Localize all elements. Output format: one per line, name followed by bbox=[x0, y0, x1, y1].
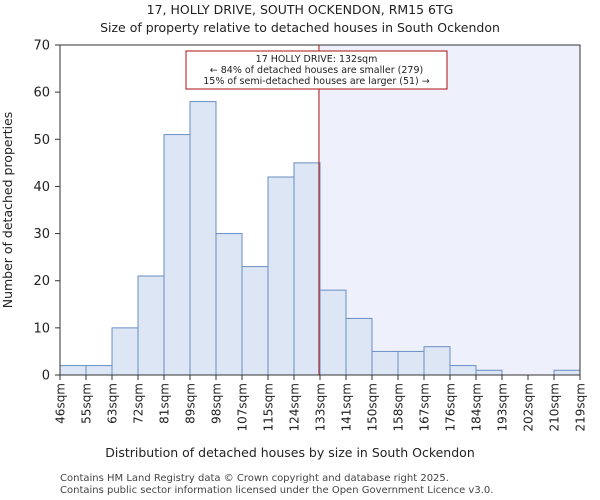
y-axis-label: Number of detached properties bbox=[0, 112, 15, 309]
x-tick-label: 46sqm bbox=[54, 383, 68, 424]
histogram-bar bbox=[345, 317, 373, 376]
histogram-bar bbox=[85, 365, 113, 376]
x-tick-label: 98sqm bbox=[210, 383, 224, 424]
x-tick-label: 133sqm bbox=[314, 383, 328, 431]
histogram-bar bbox=[267, 176, 295, 376]
histogram-bar bbox=[241, 266, 269, 376]
histogram-bar bbox=[163, 134, 191, 376]
histogram-bar bbox=[553, 369, 581, 376]
footer-copyright: Contains HM Land Registry data © Crown c… bbox=[60, 473, 449, 484]
y-tick-label: 50 bbox=[33, 133, 50, 148]
histogram-bar bbox=[189, 101, 217, 376]
histogram-bar bbox=[59, 365, 87, 376]
y-tick-label: 40 bbox=[33, 180, 50, 195]
histogram-chart: 0 10 20 30 40 50 60 70 46sqm 55sqm 63sqm 72sqm 81sqm… bbox=[0, 39, 588, 461]
x-tick-label: 55sqm bbox=[80, 383, 94, 424]
y-tick-label: 10 bbox=[33, 321, 50, 336]
histogram-bar bbox=[449, 365, 477, 376]
chart-title: 17, HOLLY DRIVE, SOUTH OCKENDON, RM15 6T… bbox=[146, 2, 454, 17]
footer-licence: Contains public sector information licen… bbox=[60, 485, 494, 496]
annotation-line-1: 17 HOLLY DRIVE: 132sqm bbox=[256, 54, 378, 65]
x-tick-label: 210sqm bbox=[548, 383, 562, 431]
x-tick-label: 72sqm bbox=[132, 383, 146, 424]
annotation-line-2: ← 84% of detached houses are smaller (27… bbox=[210, 65, 423, 76]
y-tick-label: 20 bbox=[33, 274, 50, 289]
x-tick-label: 193sqm bbox=[496, 383, 510, 431]
x-tick-label: 115sqm bbox=[262, 383, 276, 431]
histogram-bar bbox=[137, 275, 165, 376]
x-tick-label: 150sqm bbox=[366, 383, 380, 431]
x-tick-label: 107sqm bbox=[236, 383, 250, 431]
histogram-bar bbox=[293, 162, 321, 376]
histogram-bar bbox=[215, 233, 243, 376]
x-tick-label: 141sqm bbox=[340, 383, 354, 431]
x-tick-label: 89sqm bbox=[184, 383, 198, 424]
x-tick-label: 167sqm bbox=[418, 383, 432, 431]
x-axis-label: Distribution of detached houses by size … bbox=[105, 445, 475, 460]
x-tick-label: 184sqm bbox=[470, 383, 484, 431]
x-tick-label: 124sqm bbox=[288, 383, 302, 431]
x-tick-label: 202sqm bbox=[522, 383, 536, 431]
x-tick-label: 81sqm bbox=[158, 383, 172, 424]
histogram-bar bbox=[111, 327, 139, 376]
histogram-bar bbox=[397, 350, 425, 376]
x-tick-label: 158sqm bbox=[392, 383, 406, 431]
histogram-bar bbox=[371, 350, 399, 376]
y-tick-label: 30 bbox=[33, 227, 50, 242]
x-tick-label: 219sqm bbox=[574, 383, 588, 431]
histogram-bar bbox=[319, 289, 347, 376]
x-tick-label: 63sqm bbox=[106, 383, 120, 424]
y-tick-label: 0 bbox=[42, 369, 50, 384]
histogram-bar bbox=[475, 369, 503, 376]
y-tick-label: 70 bbox=[33, 39, 50, 54]
x-tick-label: 176sqm bbox=[444, 383, 458, 431]
y-tick-label: 60 bbox=[33, 86, 50, 101]
annotation-line-3: 15% of semi-detached houses are larger (… bbox=[203, 76, 430, 87]
annotation-box: 17 HOLLY DRIVE: 132sqm ← 84% of detached… bbox=[185, 50, 448, 90]
chart-subtitle: Size of property relative to detached ho… bbox=[100, 20, 500, 35]
histogram-bar bbox=[423, 346, 451, 376]
